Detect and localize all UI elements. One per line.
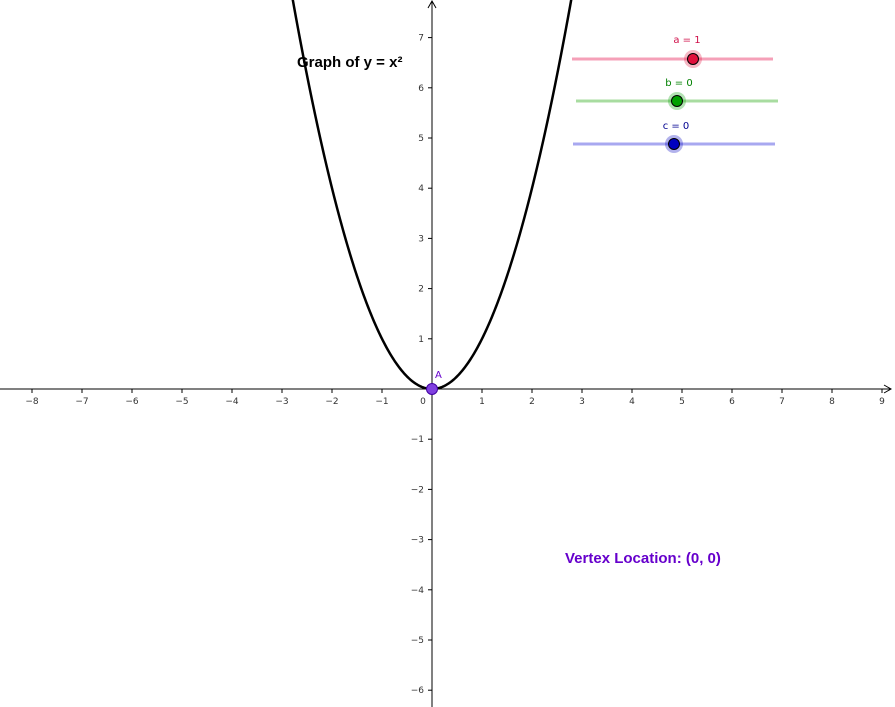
x-tick-label: −4 — [225, 397, 239, 407]
y-tick-label: 1 — [418, 335, 424, 345]
y-axis-ticks: 7 6 5 4 3 2 1 −1 −2 −3 −4 −5 −6 — [411, 34, 432, 696]
y-tick-label: −6 — [411, 686, 425, 696]
x-tick-label: 7 — [779, 397, 785, 407]
x-tick-label: −2 — [325, 397, 338, 407]
x-tick-label: −3 — [275, 397, 288, 407]
y-tick-label: −2 — [411, 485, 424, 495]
y-tick-label: 4 — [418, 184, 424, 194]
x-tick-label: −7 — [75, 397, 88, 407]
x-axis-arrow-icon — [883, 384, 893, 394]
x-tick-label: 1 — [479, 397, 485, 407]
x-tick-label: 9 — [879, 397, 885, 407]
point-a-label: A — [435, 370, 442, 381]
x-tick-label: 0 — [420, 397, 426, 407]
y-tick-label: −4 — [411, 586, 425, 596]
y-tick-label: 2 — [418, 285, 424, 295]
vertex-location-text: Vertex Location: (0, 0) — [565, 550, 721, 567]
slider-b-label: b = 0 — [665, 78, 692, 89]
x-tick-label: −8 — [25, 397, 39, 407]
x-axis-ticks: −8 −7 −6 −5 −4 −3 −2 −1 0 1 2 3 4 5 6 7 8 9 — [25, 389, 885, 407]
slider-a-label: a = 1 — [673, 35, 700, 46]
slider-c-knob[interactable] — [668, 138, 680, 150]
y-tick-label: −1 — [411, 435, 424, 445]
slider-a-knob[interactable] — [687, 53, 699, 65]
y-axis-arrow-icon — [427, 0, 437, 9]
x-tick-label: 3 — [579, 397, 585, 407]
slider-b-knob[interactable] — [671, 95, 683, 107]
y-tick-label: 5 — [418, 134, 424, 144]
y-tick-label: −3 — [411, 536, 424, 546]
x-tick-label: −1 — [375, 397, 388, 407]
slider-a[interactable]: a = 1 — [572, 35, 773, 68]
x-tick-label: 2 — [529, 397, 535, 407]
graph-title: Graph of y = x² — [297, 54, 402, 71]
point-a[interactable] — [426, 383, 438, 395]
x-tick-label: −6 — [125, 397, 139, 407]
slider-c[interactable]: c = 0 — [573, 121, 775, 153]
y-tick-label: −5 — [411, 636, 424, 646]
x-tick-label: 8 — [829, 397, 835, 407]
y-tick-label: 3 — [418, 234, 424, 244]
x-tick-label: 5 — [679, 397, 685, 407]
x-tick-label: −5 — [175, 397, 188, 407]
slider-b[interactable]: b = 0 — [576, 78, 778, 110]
y-tick-label: 6 — [418, 84, 424, 94]
slider-c-label: c = 0 — [663, 121, 690, 132]
x-tick-label: 4 — [629, 397, 635, 407]
y-tick-label: 7 — [418, 34, 424, 44]
x-tick-label: 6 — [729, 397, 735, 407]
